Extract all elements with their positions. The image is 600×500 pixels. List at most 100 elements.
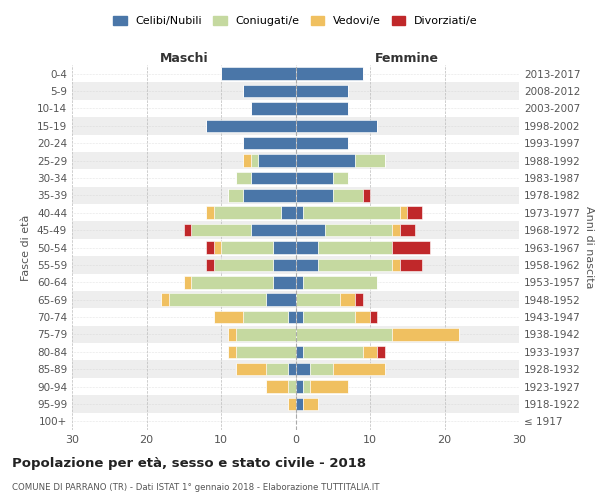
Bar bbox=[273, 276, 296, 288]
Bar bbox=[296, 206, 303, 219]
Bar bbox=[65, 65, 526, 82]
Bar bbox=[288, 363, 296, 376]
Bar bbox=[318, 258, 392, 271]
Bar bbox=[65, 412, 526, 430]
Bar bbox=[303, 346, 362, 358]
Bar bbox=[400, 206, 407, 219]
Bar bbox=[266, 380, 288, 393]
Bar bbox=[296, 224, 325, 236]
Bar bbox=[65, 343, 526, 360]
Bar bbox=[296, 311, 303, 324]
Bar bbox=[236, 363, 266, 376]
Bar bbox=[191, 276, 273, 288]
Bar bbox=[392, 328, 460, 340]
Bar bbox=[184, 224, 191, 236]
Bar bbox=[65, 152, 526, 170]
Bar bbox=[65, 134, 526, 152]
Bar bbox=[65, 204, 526, 222]
Bar bbox=[214, 206, 281, 219]
Bar bbox=[355, 294, 362, 306]
Bar bbox=[296, 102, 347, 115]
Bar bbox=[392, 241, 430, 254]
Bar bbox=[310, 363, 333, 376]
Bar bbox=[296, 120, 377, 132]
Bar bbox=[355, 154, 385, 167]
Bar bbox=[65, 308, 526, 326]
Bar bbox=[191, 224, 251, 236]
Bar bbox=[236, 328, 296, 340]
Bar bbox=[65, 326, 526, 343]
Bar bbox=[214, 258, 273, 271]
Bar bbox=[400, 258, 422, 271]
Bar bbox=[266, 294, 296, 306]
Bar bbox=[303, 380, 310, 393]
Y-axis label: Fasce di età: Fasce di età bbox=[22, 214, 31, 280]
Bar bbox=[65, 186, 526, 204]
Bar bbox=[206, 120, 296, 132]
Bar bbox=[65, 291, 526, 308]
Bar bbox=[303, 311, 355, 324]
Bar bbox=[244, 85, 296, 98]
Bar bbox=[65, 378, 526, 395]
Legend: Celibi/Nubili, Coniugati/e, Vedovi/e, Divorziati/e: Celibi/Nubili, Coniugati/e, Vedovi/e, Di… bbox=[113, 16, 478, 26]
Bar bbox=[236, 346, 296, 358]
Bar bbox=[355, 311, 370, 324]
Bar bbox=[251, 172, 296, 184]
Bar bbox=[244, 311, 288, 324]
Bar bbox=[333, 172, 347, 184]
Bar bbox=[281, 206, 296, 219]
Bar bbox=[296, 346, 303, 358]
Bar bbox=[65, 274, 526, 291]
Bar bbox=[392, 224, 400, 236]
Bar bbox=[65, 395, 526, 412]
Bar bbox=[303, 398, 318, 410]
Bar bbox=[244, 154, 251, 167]
Bar bbox=[206, 258, 214, 271]
Bar bbox=[310, 380, 347, 393]
Bar bbox=[251, 102, 296, 115]
Bar bbox=[65, 82, 526, 100]
Bar bbox=[325, 224, 392, 236]
Text: Maschi: Maschi bbox=[160, 52, 208, 65]
Bar bbox=[303, 276, 377, 288]
Bar bbox=[229, 346, 236, 358]
Bar bbox=[392, 258, 400, 271]
Bar bbox=[221, 241, 273, 254]
Bar bbox=[251, 154, 258, 167]
Bar bbox=[296, 258, 318, 271]
Bar bbox=[221, 68, 296, 80]
Bar bbox=[296, 85, 347, 98]
Bar bbox=[229, 189, 244, 202]
Bar bbox=[318, 241, 392, 254]
Bar bbox=[333, 189, 362, 202]
Bar bbox=[296, 328, 392, 340]
Bar bbox=[340, 294, 355, 306]
Bar bbox=[214, 311, 244, 324]
Bar bbox=[296, 276, 303, 288]
Bar bbox=[296, 154, 355, 167]
Bar bbox=[244, 189, 296, 202]
Bar bbox=[333, 363, 385, 376]
Text: COMUNE DI PARRANO (TR) - Dati ISTAT 1° gennaio 2018 - Elaborazione TUTTITALIA.IT: COMUNE DI PARRANO (TR) - Dati ISTAT 1° g… bbox=[12, 482, 380, 492]
Bar bbox=[273, 241, 296, 254]
Bar bbox=[288, 380, 296, 393]
Bar bbox=[65, 170, 526, 186]
Bar bbox=[296, 294, 340, 306]
Bar bbox=[296, 172, 333, 184]
Bar bbox=[273, 258, 296, 271]
Bar bbox=[288, 311, 296, 324]
Bar bbox=[296, 137, 347, 149]
Bar bbox=[184, 276, 191, 288]
Bar bbox=[266, 363, 288, 376]
Bar bbox=[303, 206, 400, 219]
Bar bbox=[370, 311, 377, 324]
Bar bbox=[362, 189, 370, 202]
Bar bbox=[65, 117, 526, 134]
Bar bbox=[296, 398, 303, 410]
Bar bbox=[65, 360, 526, 378]
Bar bbox=[65, 222, 526, 239]
Bar bbox=[362, 346, 377, 358]
Bar bbox=[244, 137, 296, 149]
Bar bbox=[65, 100, 526, 117]
Y-axis label: Anni di nascita: Anni di nascita bbox=[584, 206, 595, 289]
